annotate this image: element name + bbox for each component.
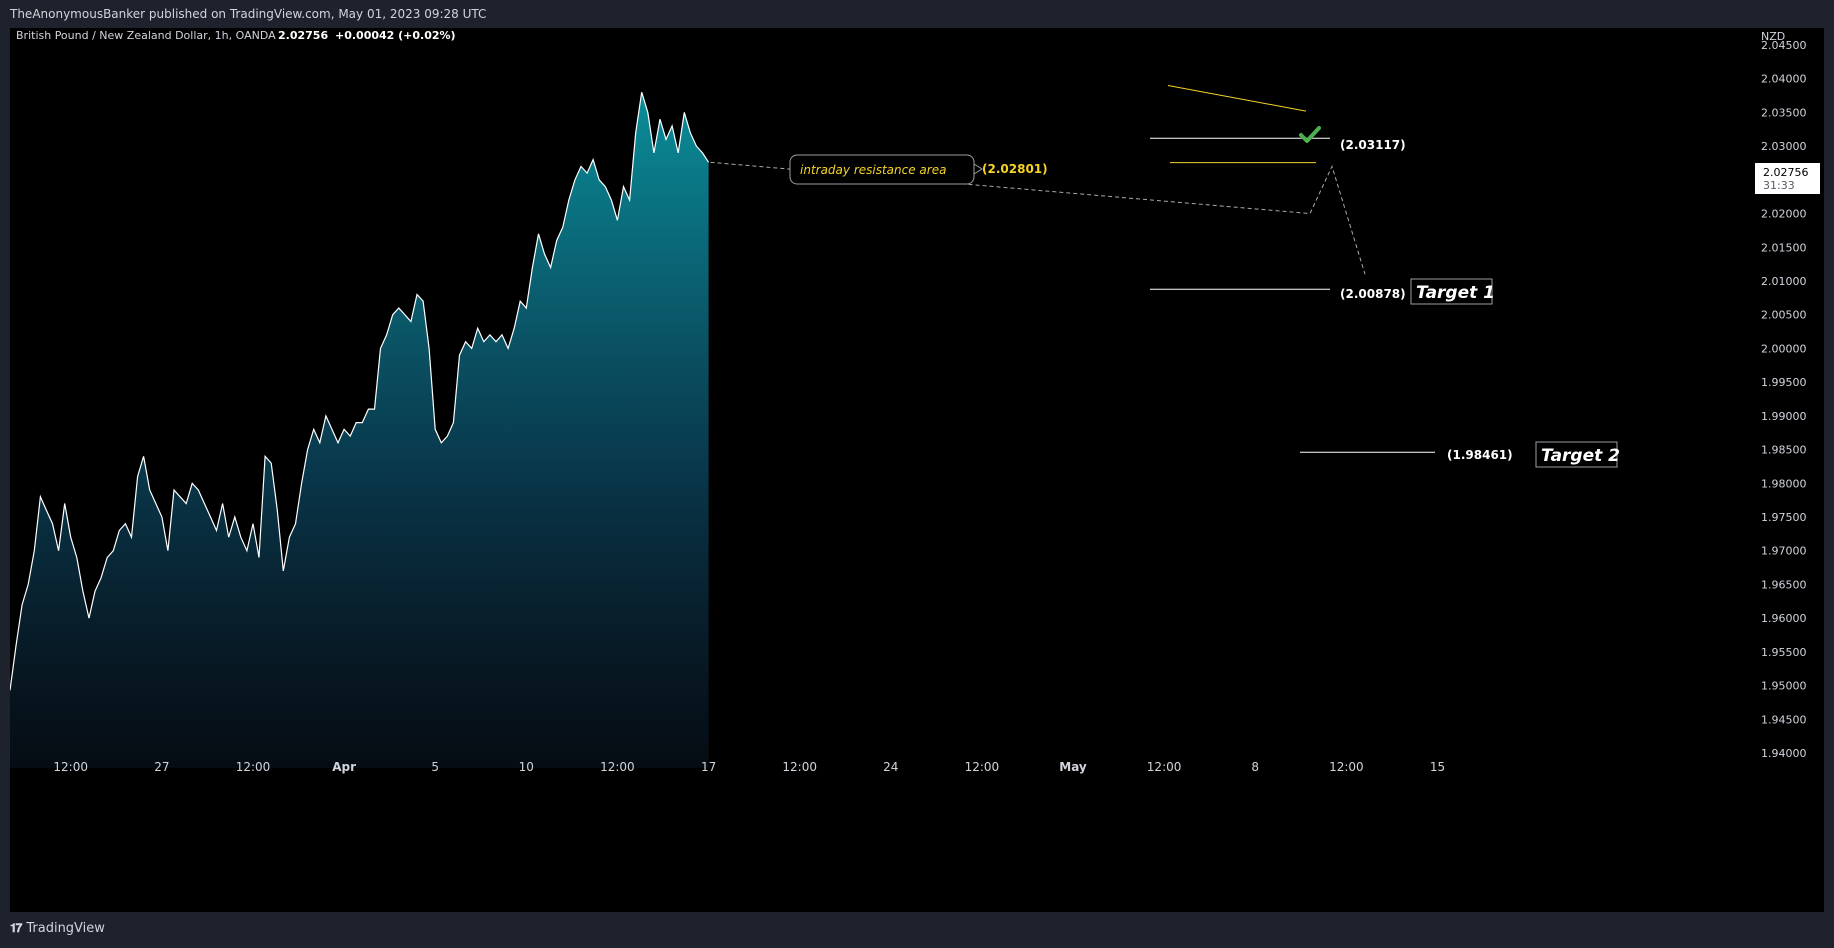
target1-label: Target 1 [1416, 283, 1495, 303]
price-tick-label: 1.96500 [1761, 578, 1807, 591]
tradingview-logo-icon: 𝟏𝟕 [10, 921, 22, 935]
price-tick-label: 1.95500 [1761, 646, 1807, 659]
price-tick-label: 1.94500 [1761, 713, 1807, 726]
price-tick-label: 2.01000 [1761, 275, 1807, 288]
symbol-legend: British Pound / New Zealand Dollar, 1h, … [16, 29, 276, 42]
time-tick-label: 8 [1251, 760, 1259, 774]
price-area-fill [10, 92, 709, 768]
time-tick-label: 12:00 [965, 760, 1000, 774]
time-tick-label: 12:00 [782, 760, 817, 774]
callout-pointer [973, 163, 983, 175]
last-price-axis-label: 2.02756 [1763, 166, 1809, 179]
price-chart[interactable]: 2.045002.040002.035002.030002.025002.020… [9, 28, 1824, 912]
target2-price-label: (1.98461) [1447, 448, 1513, 462]
time-tick-label: Apr [332, 760, 356, 774]
target1-box[interactable] [1410, 278, 1493, 305]
price-tick-label: 2.04500 [1761, 39, 1807, 52]
time-tick-label: 12:00 [1147, 760, 1182, 774]
legend-last-price: 2.02756 [278, 29, 328, 42]
price-tick-label: 2.00000 [1761, 342, 1807, 355]
chart-panel[interactable]: 2.045002.040002.035002.030002.025002.020… [9, 28, 1824, 912]
time-tick-label: 12:00 [53, 760, 88, 774]
time-tick-label: 5 [431, 760, 439, 774]
price-tick-label: 1.99000 [1761, 410, 1807, 423]
price-tick-label: 1.94000 [1761, 747, 1807, 760]
time-tick-label: 10 [519, 760, 534, 774]
price-tick-label: 1.98000 [1761, 477, 1807, 490]
price-line [9, 92, 710, 691]
brand-name: TradingView [26, 921, 105, 936]
target2-box[interactable] [1535, 441, 1618, 468]
price-tick-label: 2.01500 [1761, 241, 1807, 254]
last-price-badge [1755, 163, 1820, 194]
resistance-label: intraday resistance area [800, 163, 946, 177]
price-tick-label: 1.98500 [1761, 444, 1807, 457]
time-tick-label: 12:00 [600, 760, 635, 774]
price-tick-label: 1.96000 [1761, 612, 1807, 625]
time-tick-label: May [1059, 760, 1087, 774]
footer-bar: 𝟏𝟕 TradingView [0, 912, 1834, 948]
price-tick-label: 1.99500 [1761, 376, 1807, 389]
time-tick-label: 17 [701, 760, 716, 774]
projected-path[interactable] [710, 161, 1366, 275]
time-tick-label: 27 [154, 760, 169, 774]
resistance-price: (2.02801) [982, 162, 1048, 176]
time-tick-label: 15 [1430, 760, 1445, 774]
countdown-label: 31:33 [1763, 179, 1795, 192]
time-tick-label: 12:00 [236, 760, 271, 774]
price-tick-label: 2.03500 [1761, 106, 1807, 119]
time-tick-label: 12:00 [1329, 760, 1364, 774]
price-tick-label: 1.97500 [1761, 511, 1807, 524]
level-2-03117-label: (2.03117) [1340, 138, 1406, 152]
descending-trendline[interactable] [1167, 84, 1307, 112]
price-tick-label: 2.02000 [1761, 208, 1807, 221]
price-tick-label: 2.03000 [1761, 140, 1807, 153]
tradingview-brand[interactable]: 𝟏𝟕 TradingView [10, 921, 105, 936]
price-tick-label: 2.04000 [1761, 73, 1807, 86]
check-icon [1299, 126, 1321, 143]
currency-label: NZD [1761, 30, 1785, 43]
price-tick-label: 1.95000 [1761, 680, 1807, 693]
price-tick-label: 2.00500 [1761, 309, 1807, 322]
target2-label: Target 2 [1541, 446, 1620, 466]
legend-change: +0.00042 (+0.02%) [335, 29, 456, 42]
time-tick-label: 24 [883, 760, 898, 774]
price-tick-label: 1.97000 [1761, 545, 1807, 558]
target1-price-label: (2.00878) [1340, 287, 1406, 301]
publish-info: TheAnonymousBanker published on TradingV… [0, 0, 1834, 28]
